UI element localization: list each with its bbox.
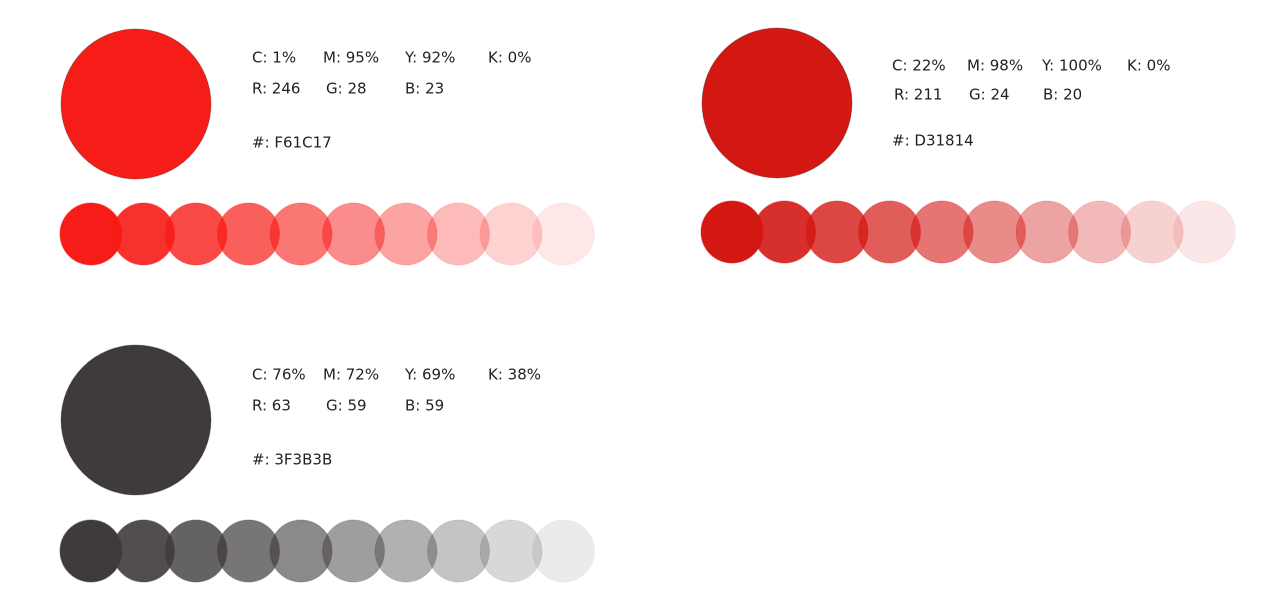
cmyk-value: K: 38% [488,366,541,384]
cmyk-value: M: 95% [323,49,379,67]
cmyk-value: M: 72% [323,366,379,384]
cmyk-value: K: 0% [1127,57,1170,75]
tint-swatch [374,519,438,583]
tint-swatch [1120,200,1184,264]
tint-swatch [479,202,543,266]
rgb-value: B: 20 [1043,86,1082,104]
tint-swatch [963,200,1026,264]
cmyk-value: C: 22% [892,57,946,75]
rgb-value: R: 63 [252,397,291,415]
tint-swatch [532,519,595,583]
tint-swatch [479,519,543,583]
rgb-value: B: 59 [405,397,444,415]
cmyk-value: Y: 69% [404,366,455,384]
cmyk-value: K: 0% [488,49,531,67]
cmyk-value: M: 98% [967,57,1023,75]
hex-value: #: D31814 [892,132,974,150]
rgb-value: G: 28 [326,80,367,98]
rgb-value: R: 246 [252,80,300,98]
main-swatch [701,27,853,179]
tint-swatch [322,519,385,583]
cmyk-value: Y: 100% [1041,57,1102,75]
tint-swatch [1015,200,1079,264]
main-swatch [60,344,212,496]
rgb-value: B: 23 [405,80,444,98]
main-swatch [60,28,212,180]
rgb-value: G: 24 [969,86,1010,104]
rgb-value: G: 59 [326,397,367,415]
hex-value: #: F61C17 [252,134,332,152]
cmyk-value: C: 76% [252,366,306,384]
tint-swatch [427,519,490,583]
tint-swatch [322,202,385,266]
tint-swatch [1173,200,1236,264]
tint-swatch [532,202,595,266]
tint-swatch [374,202,438,266]
rgb-value: R: 211 [894,86,942,104]
hex-value: #: 3F3B3B [252,451,332,469]
cmyk-value: C: 1% [252,49,296,67]
tint-swatch [427,202,490,266]
cmyk-value: Y: 92% [404,49,455,67]
tint-swatch [1068,200,1131,264]
